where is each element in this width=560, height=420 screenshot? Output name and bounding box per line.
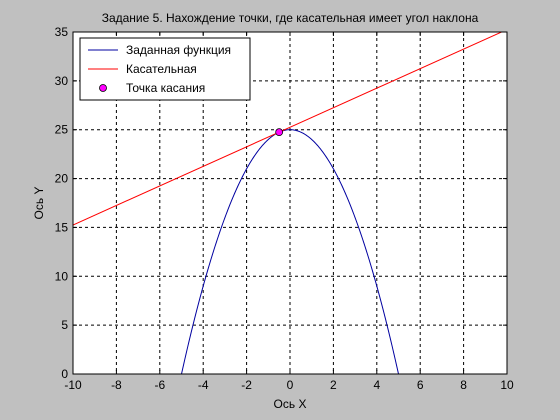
x-tick-label: 6 [417, 378, 424, 392]
y-tick-label: 25 [55, 123, 69, 137]
y-tick-label: 0 [61, 367, 68, 381]
x-tick-label: 4 [373, 378, 380, 392]
x-tick-label: 2 [330, 378, 337, 392]
y-tick-label: 5 [61, 318, 68, 332]
x-axis-label: Ось X [274, 397, 307, 411]
y-tick-label: 15 [55, 220, 69, 234]
x-tick-label: 0 [287, 378, 294, 392]
y-axis-label: Ось Y [32, 187, 46, 220]
x-tick-label: -10 [64, 378, 82, 392]
series-line-0 [181, 129, 399, 374]
chart-title: Задание 5. Нахождение точки, где касател… [102, 11, 479, 25]
x-tick-label: -4 [198, 378, 209, 392]
y-tick-label: 30 [55, 74, 69, 88]
series-line-1 [73, 32, 503, 226]
legend-entry-label: Заданная функция [126, 43, 231, 57]
legend-swatch-marker [99, 84, 107, 92]
x-tick-label: 8 [460, 378, 467, 392]
x-tick-label: -8 [111, 378, 122, 392]
legend: Заданная функция Касательная Точка касания [79, 37, 251, 101]
y-tick-label: 10 [55, 269, 69, 283]
y-tick-label: 35 [55, 25, 69, 39]
ticks: -10 -8 -6 -4 -2 0 2 4 6 8 10 0 5 10 15 20 25 30 35 [55, 25, 514, 392]
y-tick-label: 20 [55, 172, 69, 186]
grid [73, 32, 507, 374]
x-tick-label: -2 [241, 378, 252, 392]
x-tick-label: -6 [154, 378, 165, 392]
x-tick-label: 10 [500, 378, 514, 392]
legend-entry-label: Касательная [126, 62, 197, 76]
tangent-point-marker [275, 128, 284, 137]
legend-entry-label: Точка касания [126, 81, 205, 95]
series-layer [73, 32, 503, 374]
